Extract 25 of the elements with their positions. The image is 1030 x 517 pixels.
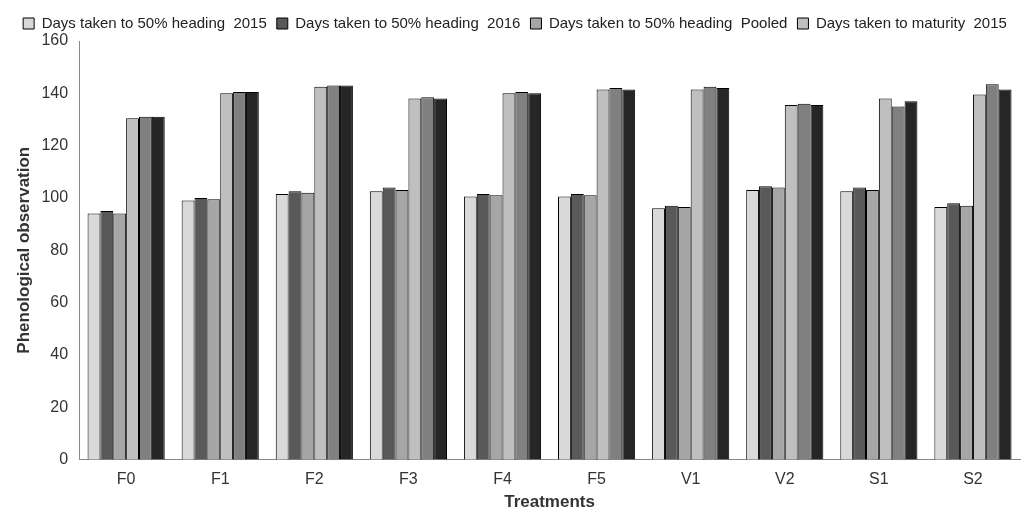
x-axis-title: Treatments [504, 492, 595, 512]
y-tick-label: 140 [41, 83, 69, 101]
x-tick-label: F2 [304, 470, 324, 488]
y-axis-title: Phenological observation [13, 146, 33, 354]
y-tick-label: 60 [50, 292, 69, 310]
x-tick-label: F1 [210, 470, 230, 488]
x-tick-label: S2 [963, 470, 983, 488]
x-tick-label: S1 [869, 470, 889, 488]
x-tick-label: V1 [680, 470, 701, 488]
legend-label: Days taken to 50% heading 2016 [295, 13, 521, 31]
y-tick-label: 0 [59, 449, 69, 467]
legend-label: Days taken to maturity 2015 [815, 13, 1007, 31]
x-tick-label: F3 [399, 470, 418, 488]
y-tick-label: 100 [41, 188, 69, 206]
y-tick-label: 160 [41, 31, 69, 49]
y-tick-label: 40 [50, 345, 69, 363]
y-tick-label: 120 [41, 136, 69, 154]
legend-label: Days taken to 50% heading Pooled [548, 13, 788, 31]
x-tick-label: V2 [774, 470, 795, 488]
x-tick-label: F5 [587, 470, 607, 488]
y-tick-label: 80 [50, 240, 69, 258]
legend-label: Days taken to 50% heading 2015 [41, 13, 267, 31]
y-tick-label: 20 [50, 397, 69, 415]
x-tick-label: F4 [493, 470, 512, 488]
x-tick-label: F0 [116, 470, 136, 488]
